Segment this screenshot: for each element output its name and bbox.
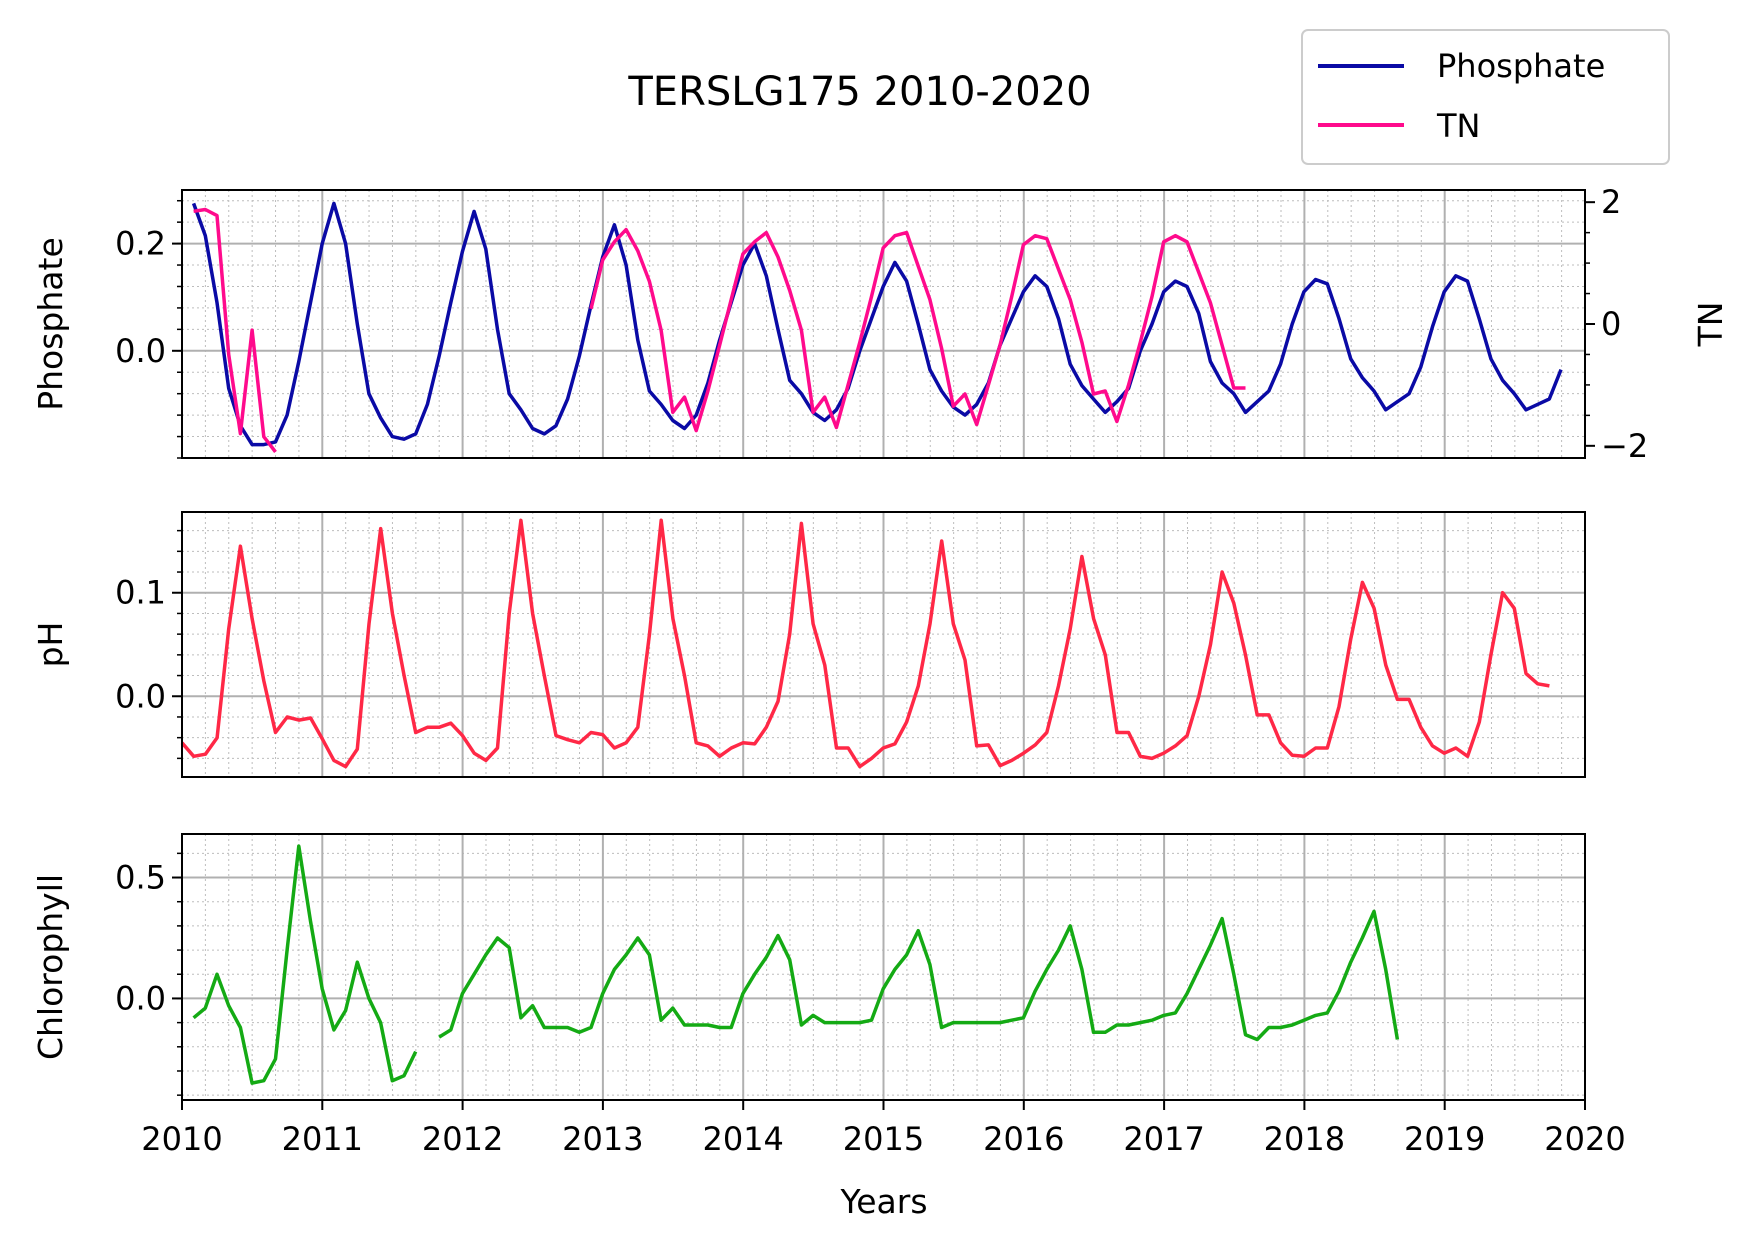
y-axis-label: Chlorophyll [31,874,70,1060]
legend-label-tn: TN [1436,107,1480,145]
panel-ph: 0.1 0.0 pH [31,511,1586,778]
y-tick-label-right: 0 [1601,305,1621,343]
x-axis-label: Years [839,1182,927,1221]
x-tick-label: 2020 [1544,1120,1625,1158]
x-tick-label: 2018 [1264,1120,1345,1158]
legend-label-phosphate: Phosphate [1437,47,1605,85]
y-tick-label: 0.0 [115,677,166,715]
y-tick-label: 0.1 [115,574,166,612]
x-tick-label: 2012 [422,1120,503,1158]
x-axis: 2010 2011 2012 2013 2014 2015 2016 2017 2018 2019… [141,1100,1626,1158]
legend-frame [1301,29,1670,165]
series-line-phosphate [191,201,1563,447]
series-line-ph [180,518,1550,769]
y-tick-label: 0.5 [115,859,166,897]
x-tick-label: 2011 [282,1120,363,1158]
axes-frame [181,511,1586,778]
y-tick-label-right: 2 [1601,183,1621,221]
y-tick-label-right: −2 [1601,427,1648,465]
y-axis-label-right: TN [1691,302,1730,348]
legend: Phosphate TN [1301,29,1670,165]
x-tick-label: 2014 [702,1120,783,1158]
series-line-chlorophyll [192,844,1400,1085]
x-tick-label: 2013 [562,1120,643,1158]
x-tick-label: 2017 [1123,1120,1204,1158]
y-axis-label: Phosphate [31,237,70,411]
y-tick-label: 0.2 [115,225,166,263]
y-axis-label: pH [31,622,70,668]
panel-phosphate-tn: 0.2 0.0 Phosphate 2 0 −2 TN [31,183,1730,465]
y-tick-label: 0.0 [115,979,166,1017]
x-tick-label: 2019 [1404,1120,1485,1158]
chart-title: TERSLG175 2010-2020 [627,69,1091,115]
x-tick-label: 2010 [141,1120,222,1158]
axes-frame [181,189,1586,459]
series-line-tn [193,207,1246,453]
y-tick-label: 0.0 [115,332,166,370]
x-tick-label: 2015 [843,1120,924,1158]
x-tick-label: 2016 [983,1120,1064,1158]
